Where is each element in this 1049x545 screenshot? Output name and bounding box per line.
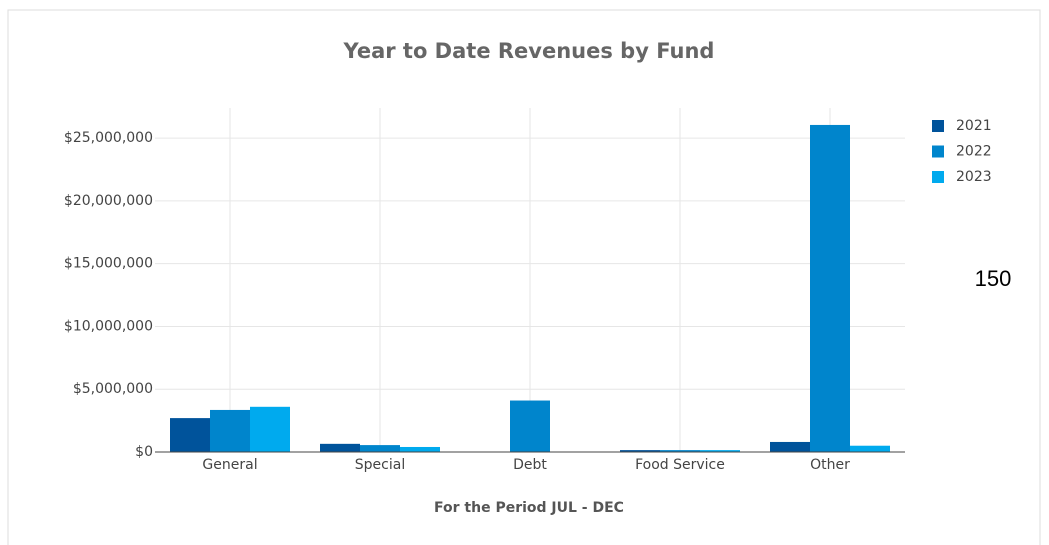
y-tick-label: $10,000,000	[64, 318, 153, 334]
x-tick-label: Debt	[513, 457, 547, 473]
annotation: 150	[975, 266, 1012, 291]
bar	[320, 443, 360, 452]
bar	[660, 450, 700, 452]
bar	[850, 445, 890, 452]
bar	[170, 418, 210, 452]
bar	[620, 450, 660, 452]
x-tick-label: Other	[810, 457, 850, 473]
x-tick-label: Special	[355, 457, 405, 473]
bar	[400, 446, 440, 452]
legend-swatch	[932, 171, 944, 183]
y-tick-label: $20,000,000	[64, 193, 153, 209]
bar	[360, 445, 400, 452]
bar	[250, 406, 290, 452]
legend-label: 2021	[956, 118, 992, 134]
legend-swatch	[932, 120, 944, 132]
legend-label: 2023	[956, 169, 992, 185]
frame	[7, 9, 1041, 545]
bar	[810, 124, 850, 452]
x-axis-label: For the Period JUL - DEC	[434, 500, 624, 516]
y-tick-label: $15,000,000	[64, 256, 153, 272]
bar	[510, 400, 550, 452]
x-tick-label: General	[202, 457, 257, 473]
legend-swatch	[932, 145, 944, 158]
x-tick-label: Food Service	[635, 457, 725, 473]
legend-label: 2022	[956, 144, 992, 160]
bar	[770, 441, 810, 452]
y-tick-label: $25,000,000	[64, 130, 153, 146]
chart-title: Year to Date Revenues by Fund	[343, 39, 715, 63]
bar	[700, 450, 740, 452]
y-tick-label: $0	[135, 444, 153, 460]
y-tick-label: $5,000,000	[73, 381, 153, 397]
bar	[210, 409, 250, 452]
